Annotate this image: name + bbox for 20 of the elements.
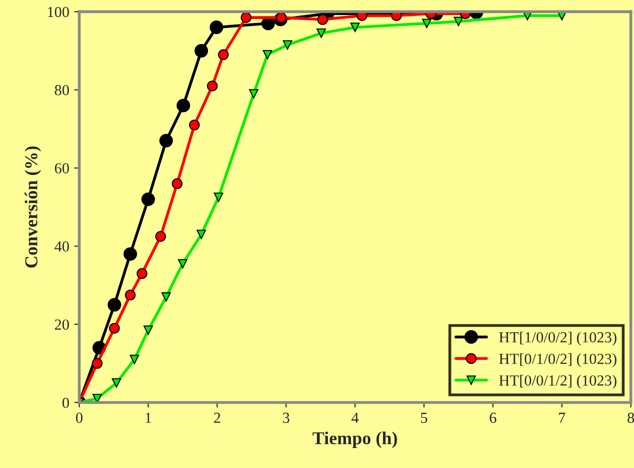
x-tick-label: 1 — [146, 412, 152, 423]
y-tick-label: 20 — [54, 319, 69, 330]
x-tick-label: 8 — [628, 412, 634, 423]
x-tick-label: 0 — [76, 412, 82, 423]
x-tick-label: 4 — [352, 412, 359, 423]
x-tick-label: 2 — [214, 412, 220, 423]
x-tick-label: 3 — [283, 412, 290, 423]
x-tick-label: 5 — [421, 412, 428, 423]
legend-label: HT[0/1/0/2] (1023) — [499, 353, 616, 368]
y-tick-label: 60 — [54, 163, 69, 174]
y-tick-label: 80 — [54, 84, 69, 96]
y-tick-label: 40 — [54, 241, 69, 252]
legend-label: HT[1/0/0/2] (1023) — [499, 332, 616, 346]
legend-label: HT[0/0/1/2] (1023) — [499, 374, 616, 389]
y-tick-label: 100 — [48, 6, 69, 18]
x-tick-label: 6 — [490, 412, 496, 423]
x-axis-title: Tiempo (h) — [312, 432, 397, 448]
y-tick-label: 0 — [62, 398, 69, 408]
y-axis-title: Conversión (%) — [24, 146, 42, 268]
x-tick-label: 7 — [559, 412, 566, 423]
